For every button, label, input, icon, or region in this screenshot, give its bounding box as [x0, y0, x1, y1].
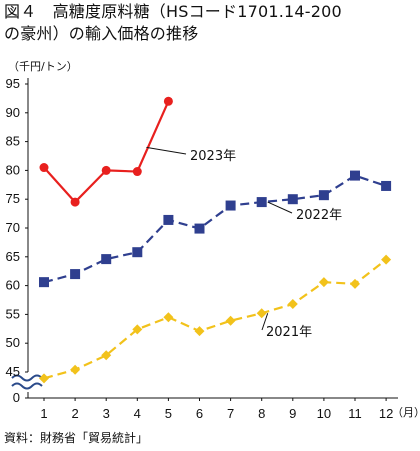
data-point	[101, 350, 112, 361]
x-tick-label: 10	[317, 406, 331, 421]
leader-line	[267, 201, 293, 214]
data-point	[287, 194, 298, 205]
leader-line	[261, 313, 269, 331]
y-axis-label: （千円/トン）	[8, 60, 78, 73]
source-note: 資料：財務省「貿易統計」	[4, 431, 149, 445]
data-point	[70, 364, 81, 375]
axes	[11, 78, 398, 399]
data-point	[225, 315, 236, 326]
data-point	[132, 247, 143, 258]
x-tick-label: 7	[227, 406, 234, 421]
axis-break-gap	[11, 374, 45, 390]
data-point	[225, 200, 236, 211]
y-tick-labels: 95 90 85 80 75 70 65 60 55 50 45 0	[6, 76, 28, 405]
chart-title-line1: 図４ 高糖度原料糖（HSコード1701.14-200	[4, 2, 342, 21]
x-tick-labels: 1 2 3 4 5 6 7 8 9 10 11 12	[40, 398, 393, 421]
data-point	[318, 277, 329, 288]
data-point	[39, 163, 49, 173]
data-point	[287, 299, 298, 310]
data-point	[194, 223, 205, 234]
data-point	[132, 324, 143, 335]
data-point	[101, 165, 111, 175]
series-line	[43, 174, 387, 284]
data-point	[381, 254, 392, 265]
series-line	[43, 100, 170, 204]
series-label-2022年: 2022年	[296, 208, 342, 223]
series-label-2023年: 2023年	[190, 149, 236, 164]
x-tick-label: 11	[348, 406, 362, 421]
data-point	[350, 170, 360, 181]
series-label-2021年: 2021年	[266, 325, 312, 340]
axis-break-wave-lower	[11, 382, 43, 390]
series-2022年	[39, 170, 392, 288]
data-point	[163, 96, 173, 106]
series-group	[39, 96, 392, 384]
y-tick-label: 45	[6, 364, 20, 379]
data-point	[39, 373, 49, 384]
series-2023年	[39, 96, 173, 207]
data-point	[101, 254, 112, 265]
data-point	[39, 277, 49, 288]
data-point	[256, 308, 267, 319]
y-tick-label: 95	[6, 76, 20, 91]
data-point	[194, 326, 205, 337]
data-point	[256, 197, 267, 208]
x-tick-label: 4	[134, 406, 141, 421]
data-point	[70, 269, 81, 280]
data-point	[132, 167, 142, 177]
y-tick-label: 55	[6, 306, 20, 321]
x-tick-label: 5	[165, 406, 172, 421]
y-tick-label: 75	[6, 191, 20, 206]
series-labels: 2023年 2022年 2021年	[146, 146, 342, 340]
data-point	[163, 214, 174, 225]
y-tick-label: 65	[6, 249, 20, 264]
leader-line	[146, 146, 187, 155]
data-point	[350, 278, 360, 289]
y-tick-label: 90	[6, 105, 20, 120]
x-axis-unit: （月）	[392, 406, 420, 419]
y-tick-label: 0	[13, 390, 20, 405]
y-tick-label: 80	[6, 162, 20, 177]
y-tick-label: 85	[6, 134, 20, 149]
series-2021年	[39, 254, 392, 384]
x-tick-label: 9	[289, 406, 296, 421]
x-tick-label: 6	[196, 406, 203, 421]
data-point	[70, 197, 80, 207]
series-line	[43, 258, 387, 380]
y-tick-label: 70	[6, 220, 20, 235]
axis-break-wave-upper	[11, 374, 43, 382]
y-tick-label: 50	[6, 335, 20, 350]
x-tick-label: 8	[258, 406, 265, 421]
data-point	[381, 180, 392, 191]
chart-title-line2: の豪州）の輸入価格の推移	[4, 24, 199, 43]
x-tick-label: 2	[71, 406, 78, 421]
data-point	[318, 190, 329, 201]
data-point	[163, 312, 174, 323]
x-tick-label: 1	[40, 406, 47, 421]
x-tick-label: 3	[103, 406, 110, 421]
y-tick-label: 60	[6, 278, 20, 293]
x-tick-label: 12	[379, 406, 393, 421]
